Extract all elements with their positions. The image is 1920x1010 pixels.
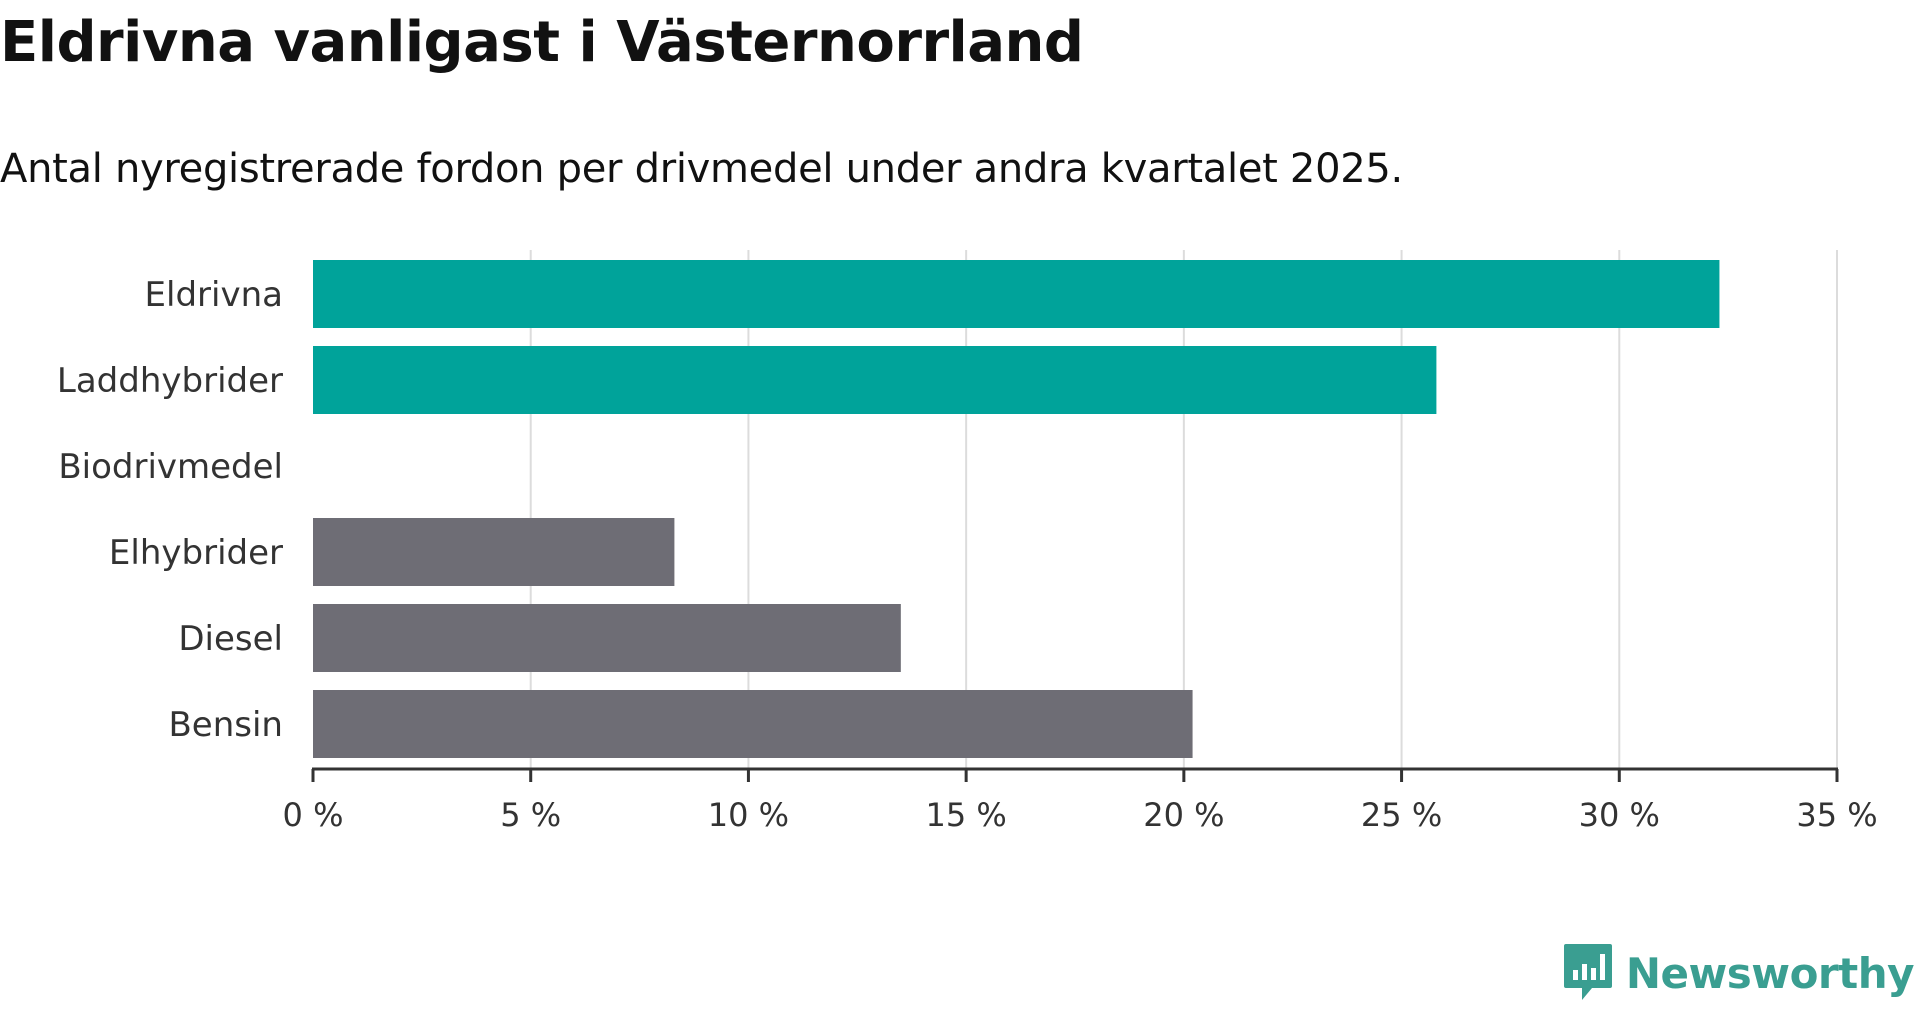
bar-diesel <box>313 604 901 672</box>
x-axis: 0 % 5 % 10 % 15 % 20 % 25 % 30 % 35 % <box>283 767 1878 834</box>
chart-subtitle: Antal nyregistrerade fordon per drivmede… <box>0 146 1403 192</box>
x-tick-label: 15 % <box>925 796 1006 834</box>
brand-logo: Newsworthy <box>1562 938 1915 1008</box>
bar-laddhybrider <box>313 346 1437 414</box>
bar-eldrivna <box>313 260 1720 328</box>
category-label: Diesel <box>178 619 283 659</box>
bars <box>313 260 1720 758</box>
brand-name: Newsworthy <box>1625 948 1915 998</box>
x-tick-label: 10 % <box>708 796 789 834</box>
x-tick-label: 0 % <box>283 796 344 834</box>
gridlines <box>529 250 1838 769</box>
x-tick-label: 5 % <box>500 796 561 834</box>
bar-elhybrider <box>313 518 675 586</box>
category-label: Laddhybrider <box>57 361 283 401</box>
x-tick-label: 25 % <box>1361 796 1442 834</box>
x-tick-label: 35 % <box>1796 796 1877 834</box>
x-tick-label: 30 % <box>1579 796 1660 834</box>
x-tick-label: 20 % <box>1143 796 1224 834</box>
category-label: Elhybrider <box>109 533 283 573</box>
category-labels: Eldrivna Laddhybrider Biodrivmedel Elhybrid… <box>57 275 283 745</box>
bar-chart: 0 % 5 % 10 % 15 % 20 % 25 % 30 % 35 % Eldrivna L… <box>57 250 1878 834</box>
bar-bensin <box>313 690 1193 758</box>
category-label: Eldrivna <box>145 275 283 315</box>
category-label: Bensin <box>168 705 283 745</box>
newsworthy-logo-icon <box>1563 944 1612 1000</box>
category-label: Biodrivmedel <box>58 447 283 487</box>
chart-title: Eldrivna vanligast i Västernorrland <box>0 10 1084 75</box>
